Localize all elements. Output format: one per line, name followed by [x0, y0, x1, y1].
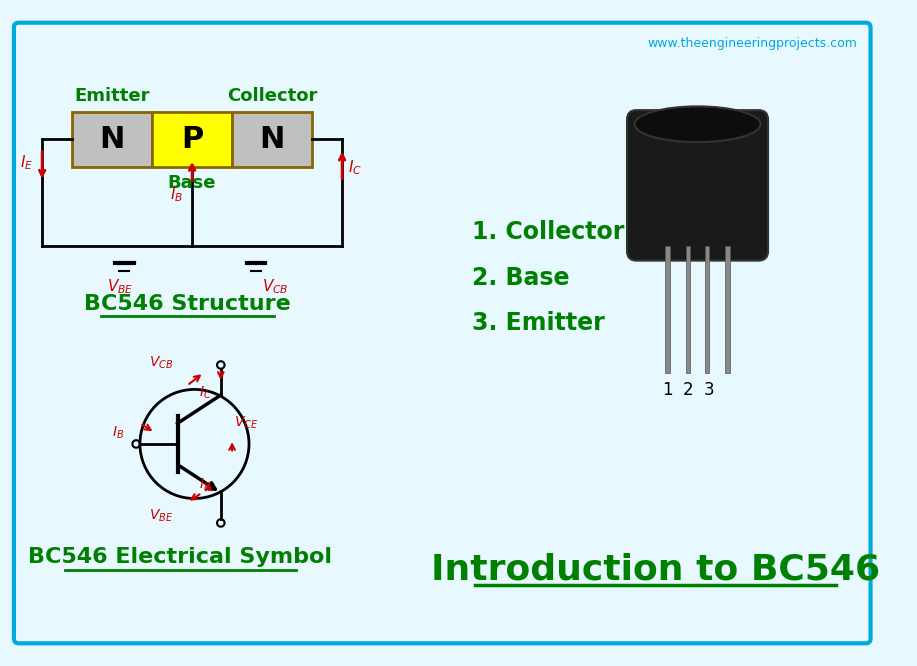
Text: Collector: Collector — [226, 87, 317, 105]
Text: 1: 1 — [662, 381, 673, 399]
Text: $V_{CB}$: $V_{CB}$ — [149, 355, 173, 371]
FancyBboxPatch shape — [627, 110, 768, 260]
Text: 2. Base: 2. Base — [472, 266, 569, 290]
Bar — [232, 112, 312, 166]
Text: N: N — [260, 125, 285, 154]
Bar — [665, 246, 669, 374]
Bar — [72, 112, 152, 166]
Text: Base: Base — [168, 174, 216, 192]
Text: Emitter: Emitter — [74, 87, 150, 105]
Text: $I_B$: $I_B$ — [170, 185, 182, 204]
Text: $I_B$: $I_B$ — [112, 424, 124, 441]
Text: 2: 2 — [683, 381, 693, 399]
Text: $V_{CE}$: $V_{CE}$ — [234, 415, 259, 432]
Text: 3. Emitter: 3. Emitter — [472, 310, 604, 334]
Bar — [704, 246, 709, 374]
Text: $I_E$: $I_E$ — [199, 477, 212, 494]
Text: $I_E$: $I_E$ — [19, 153, 33, 172]
Text: www.theengineeringprojects.com: www.theengineeringprojects.com — [647, 37, 857, 50]
Text: BC546 Electrical Symbol: BC546 Electrical Symbol — [28, 547, 332, 567]
Text: $I_C$: $I_C$ — [199, 385, 212, 402]
Text: $I_C$: $I_C$ — [348, 159, 361, 177]
Text: N: N — [100, 125, 125, 154]
Text: 3: 3 — [703, 381, 714, 399]
Text: Introduction to BC546: Introduction to BC546 — [431, 552, 879, 586]
Text: $V_{CB}$: $V_{CB}$ — [261, 278, 288, 296]
Ellipse shape — [635, 107, 760, 142]
Text: $V_{BE}$: $V_{BE}$ — [107, 278, 134, 296]
Text: P: P — [181, 125, 204, 154]
Text: $V_{BE}$: $V_{BE}$ — [149, 507, 173, 523]
Text: BC546 Structure: BC546 Structure — [84, 294, 291, 314]
Bar — [686, 246, 691, 374]
Text: 1. Collector: 1. Collector — [472, 220, 624, 244]
FancyBboxPatch shape — [14, 23, 870, 643]
Bar — [725, 246, 730, 374]
Bar — [152, 112, 232, 166]
